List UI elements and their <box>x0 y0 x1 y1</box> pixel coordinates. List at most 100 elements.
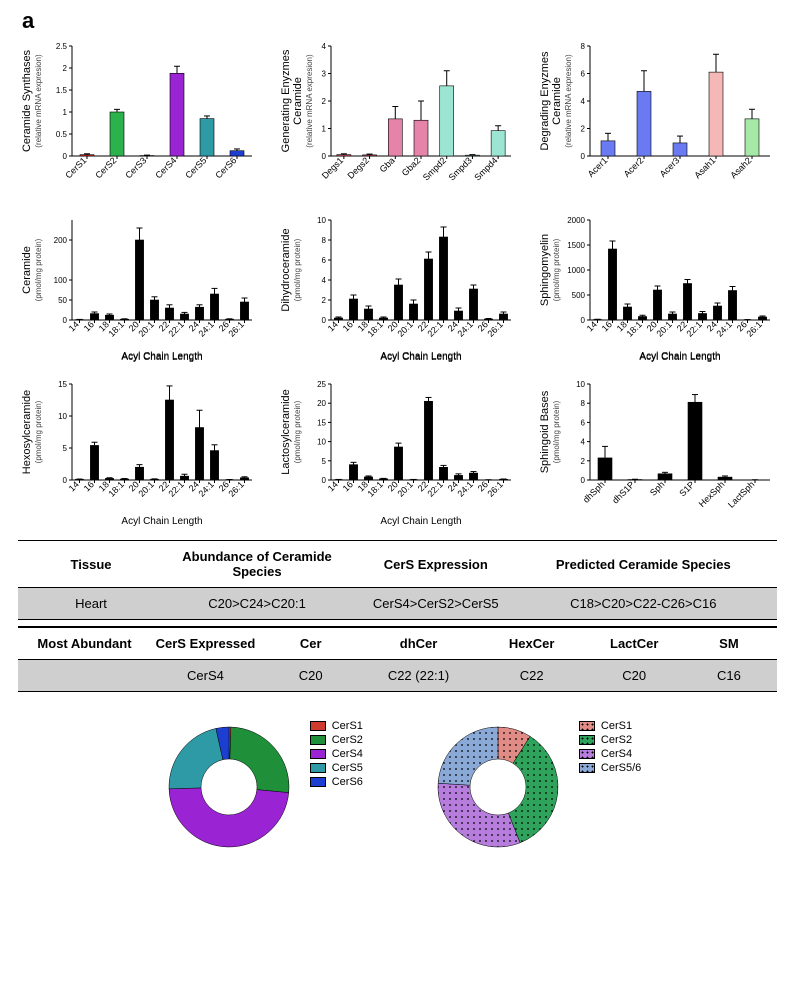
svg-text:25: 25 <box>317 380 326 389</box>
svg-text:4: 4 <box>322 42 327 51</box>
svg-text:0: 0 <box>63 152 68 161</box>
bar-chart: Sphingoid Bases(pmol/mg protein)0246810d… <box>536 376 777 526</box>
legend-label: CerS4 <box>332 748 363 760</box>
donut-row: CerS1CerS2CerS4CerS5CerS6 CerS1CerS2CerS… <box>18 712 777 862</box>
svg-text:CerS6: CerS6 <box>213 155 238 180</box>
svg-text:Sphingomyelin: Sphingomyelin <box>539 234 551 306</box>
svg-text:Smpd4: Smpd4 <box>472 155 499 182</box>
svg-text:2000: 2000 <box>567 216 585 225</box>
svg-text:0: 0 <box>322 476 327 485</box>
svg-text:16: 16 <box>82 319 96 333</box>
svg-text:8: 8 <box>322 236 327 245</box>
svg-text:0: 0 <box>322 316 327 325</box>
svg-text:8: 8 <box>581 399 586 408</box>
td: C22 <box>482 668 582 683</box>
td: C18>C20>C22-C26>C16 <box>516 596 771 611</box>
th: Cer <box>266 636 355 651</box>
th: SM <box>687 636 771 651</box>
svg-text:16: 16 <box>600 319 614 333</box>
td: Heart <box>24 596 158 611</box>
svg-text:Dihydroceramide: Dihydroceramide <box>280 228 292 311</box>
donut-chart <box>154 712 304 862</box>
svg-text:(relative mRNA expresion): (relative mRNA expresion) <box>34 54 43 148</box>
svg-text:0: 0 <box>63 476 68 485</box>
svg-text:Gba2: Gba2 <box>400 155 423 178</box>
svg-text:10: 10 <box>576 380 585 389</box>
svg-text:200: 200 <box>54 236 68 245</box>
svg-text:Acer2: Acer2 <box>622 155 646 179</box>
donut-legend: CerS1CerS2CerS4CerS5CerS6 <box>310 712 363 788</box>
svg-text:Lactosylceramide: Lactosylceramide <box>280 389 292 475</box>
legend-item: CerS1 <box>579 720 641 732</box>
svg-text:Degs2: Degs2 <box>346 155 371 180</box>
legend-swatch <box>310 721 326 731</box>
svg-text:14: 14 <box>326 479 340 493</box>
th: LactCer <box>582 636 687 651</box>
svg-text:Smpd2: Smpd2 <box>421 155 448 182</box>
svg-text:6: 6 <box>581 418 586 427</box>
svg-text:2: 2 <box>63 64 68 73</box>
svg-text:Smpd3: Smpd3 <box>447 155 474 182</box>
svg-text:1000: 1000 <box>567 266 585 275</box>
svg-text:Asah1: Asah1 <box>692 155 717 180</box>
svg-text:Sph: Sph <box>648 479 666 497</box>
svg-text:Acyl Chain Length: Acyl Chain Length <box>121 516 202 526</box>
donut-chart <box>423 712 573 862</box>
svg-text:HexSph: HexSph <box>697 479 727 509</box>
bar-chart: Degrading EnyzmesCeramide(relative mRNA … <box>536 38 777 198</box>
svg-text:Generating Enyzmes: Generating Enyzmes <box>280 49 292 152</box>
td: C20 <box>582 668 687 683</box>
table-row: Most Abundant CerS Expressed Cer dhCer H… <box>18 626 777 659</box>
svg-text:CerS2: CerS2 <box>93 155 118 180</box>
svg-text:20: 20 <box>317 399 326 408</box>
svg-text:(pmol/mg protein): (pmol/mg protein) <box>552 238 561 301</box>
svg-text:(relative mRNA expresion): (relative mRNA expresion) <box>305 54 314 148</box>
svg-text:(pmol/mg protein): (pmol/mg protein) <box>34 238 43 301</box>
legend-item: CerS5 <box>310 762 363 774</box>
legend-swatch <box>310 777 326 787</box>
svg-text:1: 1 <box>63 108 68 117</box>
svg-text:16: 16 <box>341 319 355 333</box>
svg-text:4: 4 <box>322 276 327 285</box>
table-row: CerS4 C20 C22 (22:1) C22 C20 C16 <box>18 659 777 691</box>
td: C20>C24>C20:1 <box>158 596 356 611</box>
bar-chart: Hexosylceramide(pmol/mg protein)05101514… <box>18 376 259 526</box>
summary-table-2: Most Abundant CerS Expressed Cer dhCer H… <box>18 626 777 692</box>
bar-chart: Lactosylceramide(pmol/mg protein)0510152… <box>277 376 518 526</box>
svg-text:10: 10 <box>317 216 326 225</box>
bar-chart: Generating EnyzmesCeramide(relative mRNA… <box>277 38 518 198</box>
td: C16 <box>687 668 771 683</box>
svg-text:10: 10 <box>58 412 67 421</box>
svg-text:Acyl Chain Length: Acyl Chain Length <box>380 516 461 526</box>
row-lipid-charts-2: Hexosylceramide(pmol/mg protein)05101514… <box>18 376 777 526</box>
svg-text:5: 5 <box>63 444 68 453</box>
legend-item: CerS4 <box>310 748 363 760</box>
svg-text:Ceramide: Ceramide <box>292 77 304 125</box>
svg-text:15: 15 <box>317 418 326 427</box>
svg-text:Degrading Enyzmes: Degrading Enyzmes <box>539 51 551 151</box>
svg-text:0: 0 <box>581 152 586 161</box>
svg-text:3: 3 <box>322 70 327 79</box>
th: CerS Expressed <box>145 636 266 651</box>
legend-label: CerS5/6 <box>601 762 641 774</box>
td: CerS4>CerS2>CerS5 <box>356 596 516 611</box>
legend-swatch <box>310 735 326 745</box>
th: Most Abundant <box>24 636 145 651</box>
svg-text:4: 4 <box>581 438 586 447</box>
legend-label: CerS2 <box>601 734 632 746</box>
svg-text:Asah2: Asah2 <box>728 155 753 180</box>
svg-text:CerS5: CerS5 <box>183 155 208 180</box>
svg-text:Acer3: Acer3 <box>658 155 682 179</box>
svg-text:500: 500 <box>572 291 586 300</box>
legend-label: CerS4 <box>601 748 632 760</box>
svg-text:6: 6 <box>322 256 327 265</box>
svg-text:6: 6 <box>581 70 586 79</box>
legend-label: CerS2 <box>332 734 363 746</box>
table-row: Tissue Abundance of Ceramide Species Cer… <box>18 540 777 587</box>
th: CerS Expression <box>356 557 516 572</box>
svg-text:10: 10 <box>317 438 326 447</box>
legend-item: CerS2 <box>310 734 363 746</box>
svg-text:0: 0 <box>581 316 586 325</box>
svg-text:Hexosylceramide: Hexosylceramide <box>21 390 33 474</box>
svg-text:8: 8 <box>581 42 586 51</box>
